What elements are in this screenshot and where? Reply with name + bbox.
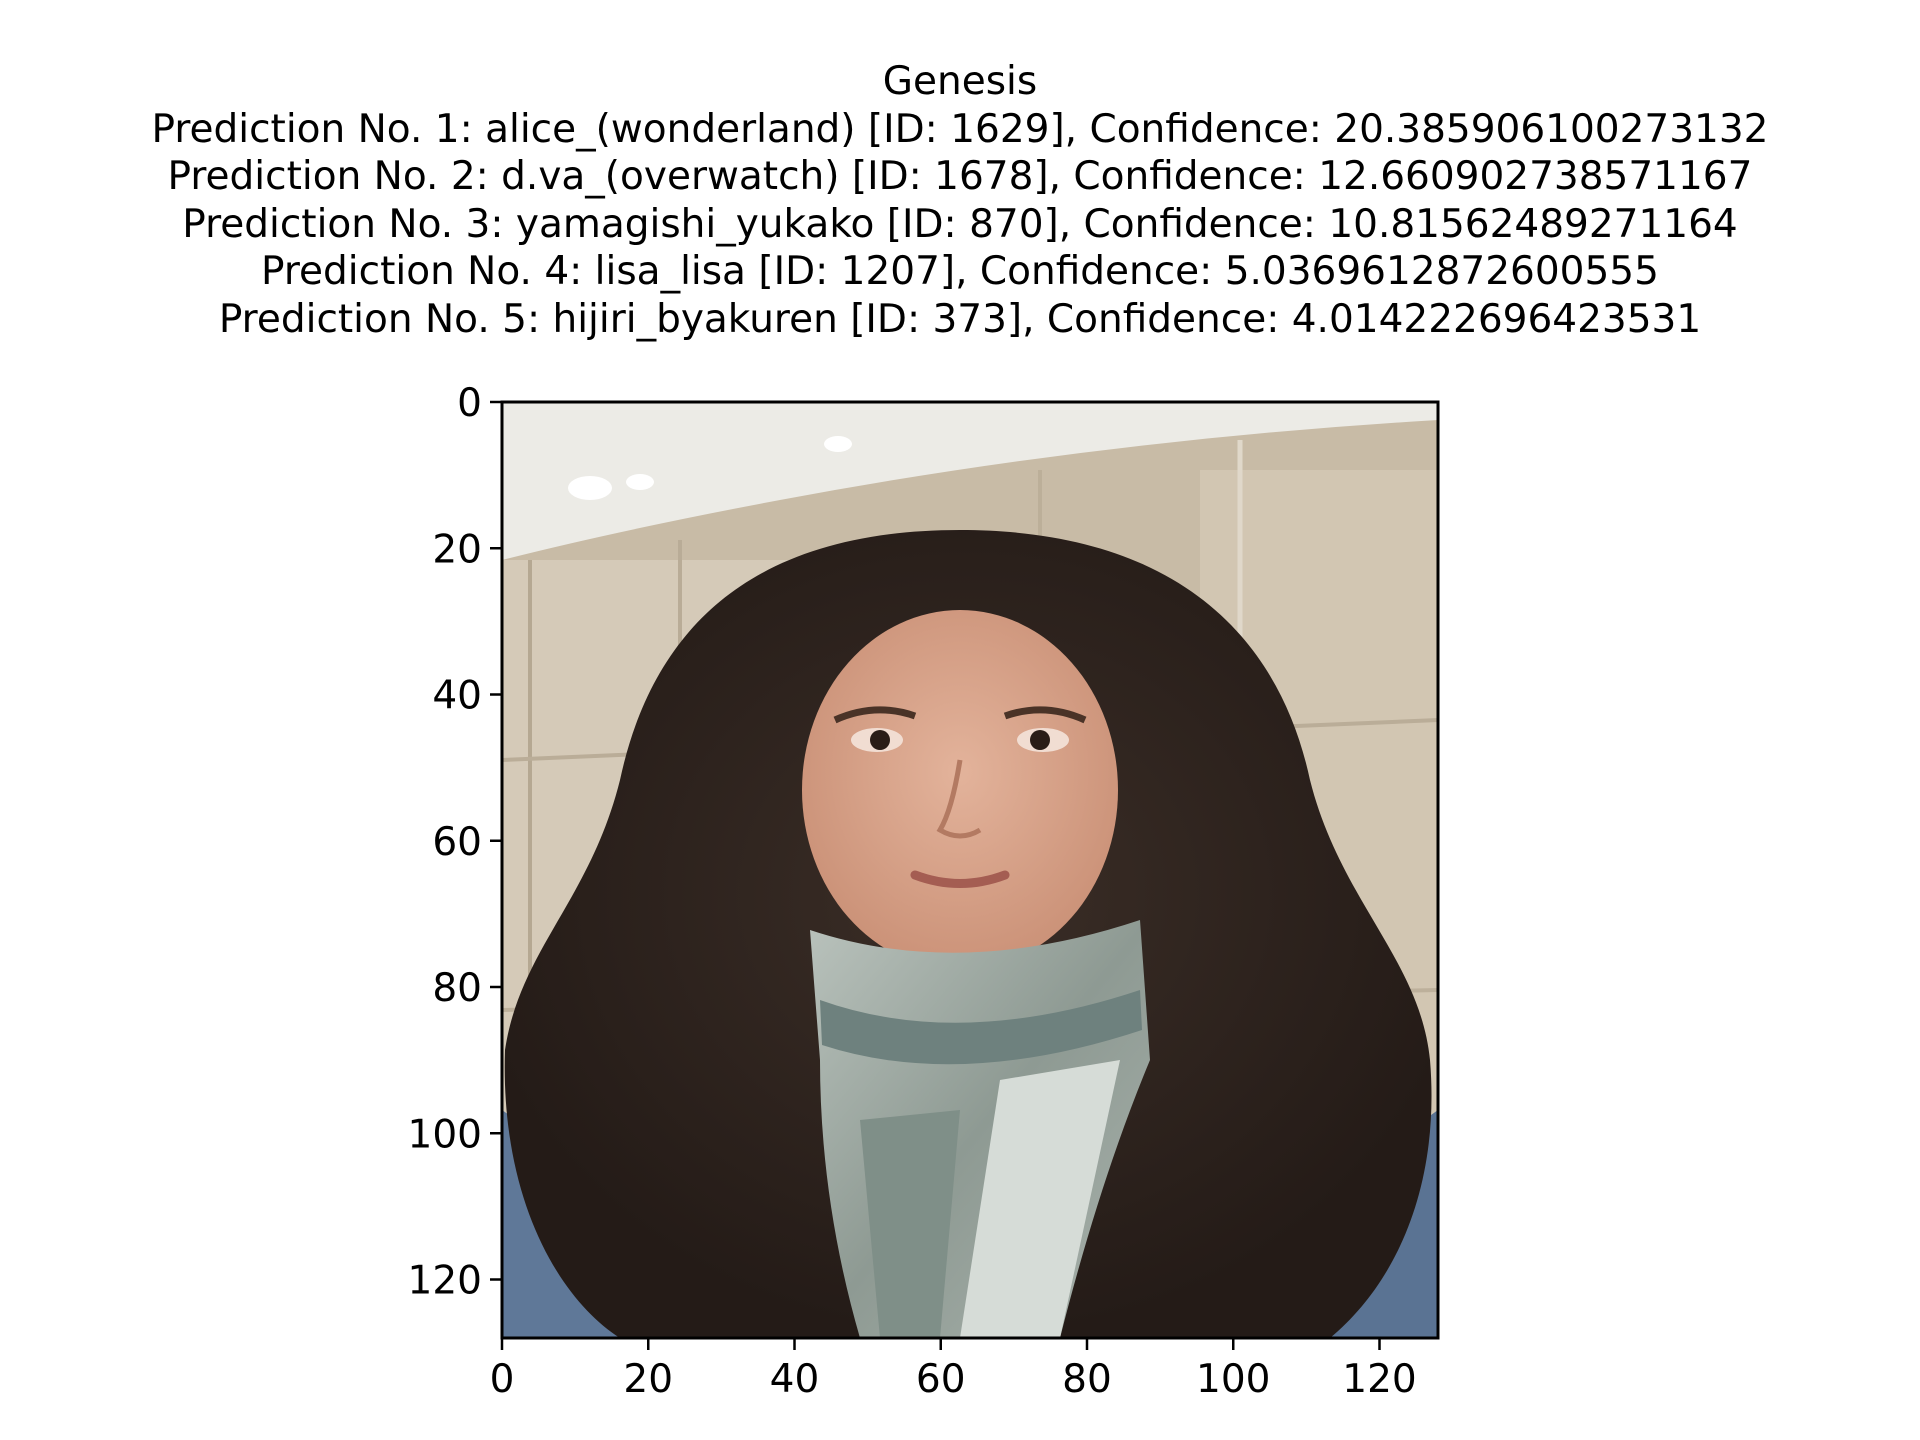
prediction-line-3: Prediction No. 3: yamagishi_yukako [ID: … — [182, 201, 1738, 247]
prediction-line-4: Prediction No. 4: lisa_lisa [ID: 1207], … — [261, 249, 1659, 294]
prediction-line-5: Prediction No. 5: hijiri_byakuren [ID: 3… — [218, 296, 1702, 342]
y-tick-label: 100 — [408, 1112, 482, 1157]
prediction-line-1: Prediction No. 1: alice_(wonderland) [ID… — [151, 106, 1769, 152]
x-tick-label: 100 — [1196, 1357, 1270, 1402]
displayed-image — [502, 402, 1438, 1338]
face — [802, 610, 1118, 970]
y-tick-label: 80 — [432, 966, 482, 1011]
ceiling — [502, 402, 1438, 560]
y-tick-label: 0 — [457, 381, 482, 426]
x-tick-label: 40 — [770, 1357, 820, 1402]
y-tick-label: 120 — [408, 1259, 482, 1304]
x-tick-label: 80 — [1062, 1357, 1112, 1402]
y-tick-label: 60 — [432, 820, 482, 865]
axes-border — [500, 400, 1440, 1340]
y-tick-label: 40 — [432, 674, 482, 719]
x-tick-label: 120 — [1342, 1357, 1416, 1402]
prediction-line-2: Prediction No. 2: d.va_(overwatch) [ID: … — [167, 154, 1753, 199]
x-tick-label: 0 — [490, 1357, 515, 1402]
chart-title: Genesis — [882, 59, 1038, 104]
figure-title-block: Genesis Prediction No. 1: alice_(wonderl… — [0, 58, 1920, 343]
x-tick-label: 60 — [916, 1357, 966, 1402]
axes-frame: 0 20 40 60 80 100 120 0 20 40 60 80 100 120 — [408, 381, 1440, 1402]
y-tick-label: 20 — [432, 527, 482, 572]
x-tick-label: 20 — [623, 1357, 673, 1402]
